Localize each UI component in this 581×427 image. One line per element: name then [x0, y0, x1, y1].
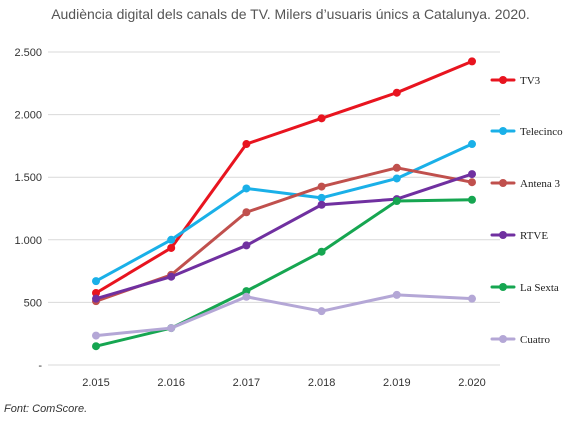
y-tick-label: 2.500	[14, 47, 42, 59]
data-point	[468, 170, 476, 179]
data-point	[317, 200, 326, 209]
source-note: Font: ComScore.	[4, 403, 88, 415]
legend-label: La Sexta	[520, 282, 559, 294]
data-point	[242, 241, 251, 250]
chart-title: Audiència digital dels canals de TV. Mil…	[51, 6, 530, 22]
legend-marker	[499, 283, 507, 291]
data-point	[242, 287, 251, 296]
legend-label: TV3	[520, 75, 541, 87]
y-tick-label: 1.500	[14, 172, 42, 184]
series-lines	[92, 57, 476, 351]
data-point	[92, 294, 100, 303]
data-point	[317, 193, 326, 202]
data-point	[242, 184, 251, 193]
legend-marker	[499, 179, 507, 187]
data-point	[92, 277, 100, 286]
legend-label: Telecinco	[520, 126, 563, 138]
x-tick-label: 2.019	[383, 377, 411, 389]
series-line	[94, 198, 474, 348]
data-point	[242, 140, 251, 149]
series-line	[94, 172, 474, 301]
data-point	[468, 178, 476, 187]
data-point	[468, 140, 476, 149]
data-point	[317, 114, 326, 123]
data-point	[468, 294, 476, 303]
data-point	[392, 174, 401, 183]
legend-label: RTVE	[520, 230, 548, 242]
x-tick-label: 2.018	[308, 377, 336, 389]
data-point	[242, 208, 251, 217]
data-point	[92, 331, 100, 340]
legend-marker	[499, 231, 507, 239]
data-point	[317, 247, 326, 256]
data-point	[392, 290, 401, 299]
y-tick-label: -	[38, 360, 42, 372]
data-point	[242, 292, 251, 301]
data-point	[92, 289, 100, 298]
y-axis-ticks: - 500 1.000 1.500 2.000 2.500	[14, 47, 42, 372]
legend-marker	[499, 335, 507, 343]
y-tick-label: 1.000	[14, 235, 42, 247]
data-point	[167, 235, 176, 244]
grid	[48, 51, 500, 366]
series-line	[94, 293, 474, 338]
data-point	[92, 342, 100, 351]
x-axis-ticks: 2.015 2.016 2.017 2.018 2.019 2.020	[82, 377, 486, 389]
data-point	[167, 324, 176, 333]
legend-label: Antena 3	[520, 178, 561, 190]
data-point	[392, 88, 401, 97]
data-point	[468, 195, 476, 204]
legend-marker	[499, 127, 507, 135]
y-tick-label: 500	[24, 297, 42, 309]
data-point	[392, 196, 401, 205]
data-point	[167, 272, 176, 281]
legend: TV3 Telecinco Antena 3 RTVE La Sexta Cuatro	[490, 75, 563, 346]
data-point	[167, 243, 176, 252]
data-point	[317, 307, 326, 316]
data-point	[392, 163, 401, 172]
data-point	[468, 57, 476, 66]
series-line	[94, 142, 474, 283]
y-tick-label: 2.000	[14, 110, 42, 122]
x-tick-label: 2.020	[458, 377, 486, 389]
x-tick-label: 2.017	[233, 377, 261, 389]
x-tick-label: 2.015	[82, 377, 110, 389]
series-line	[94, 59, 474, 295]
x-tick-label: 2.016	[157, 377, 185, 389]
legend-marker	[499, 76, 507, 84]
data-point	[317, 182, 326, 191]
legend-label: Cuatro	[520, 334, 550, 346]
